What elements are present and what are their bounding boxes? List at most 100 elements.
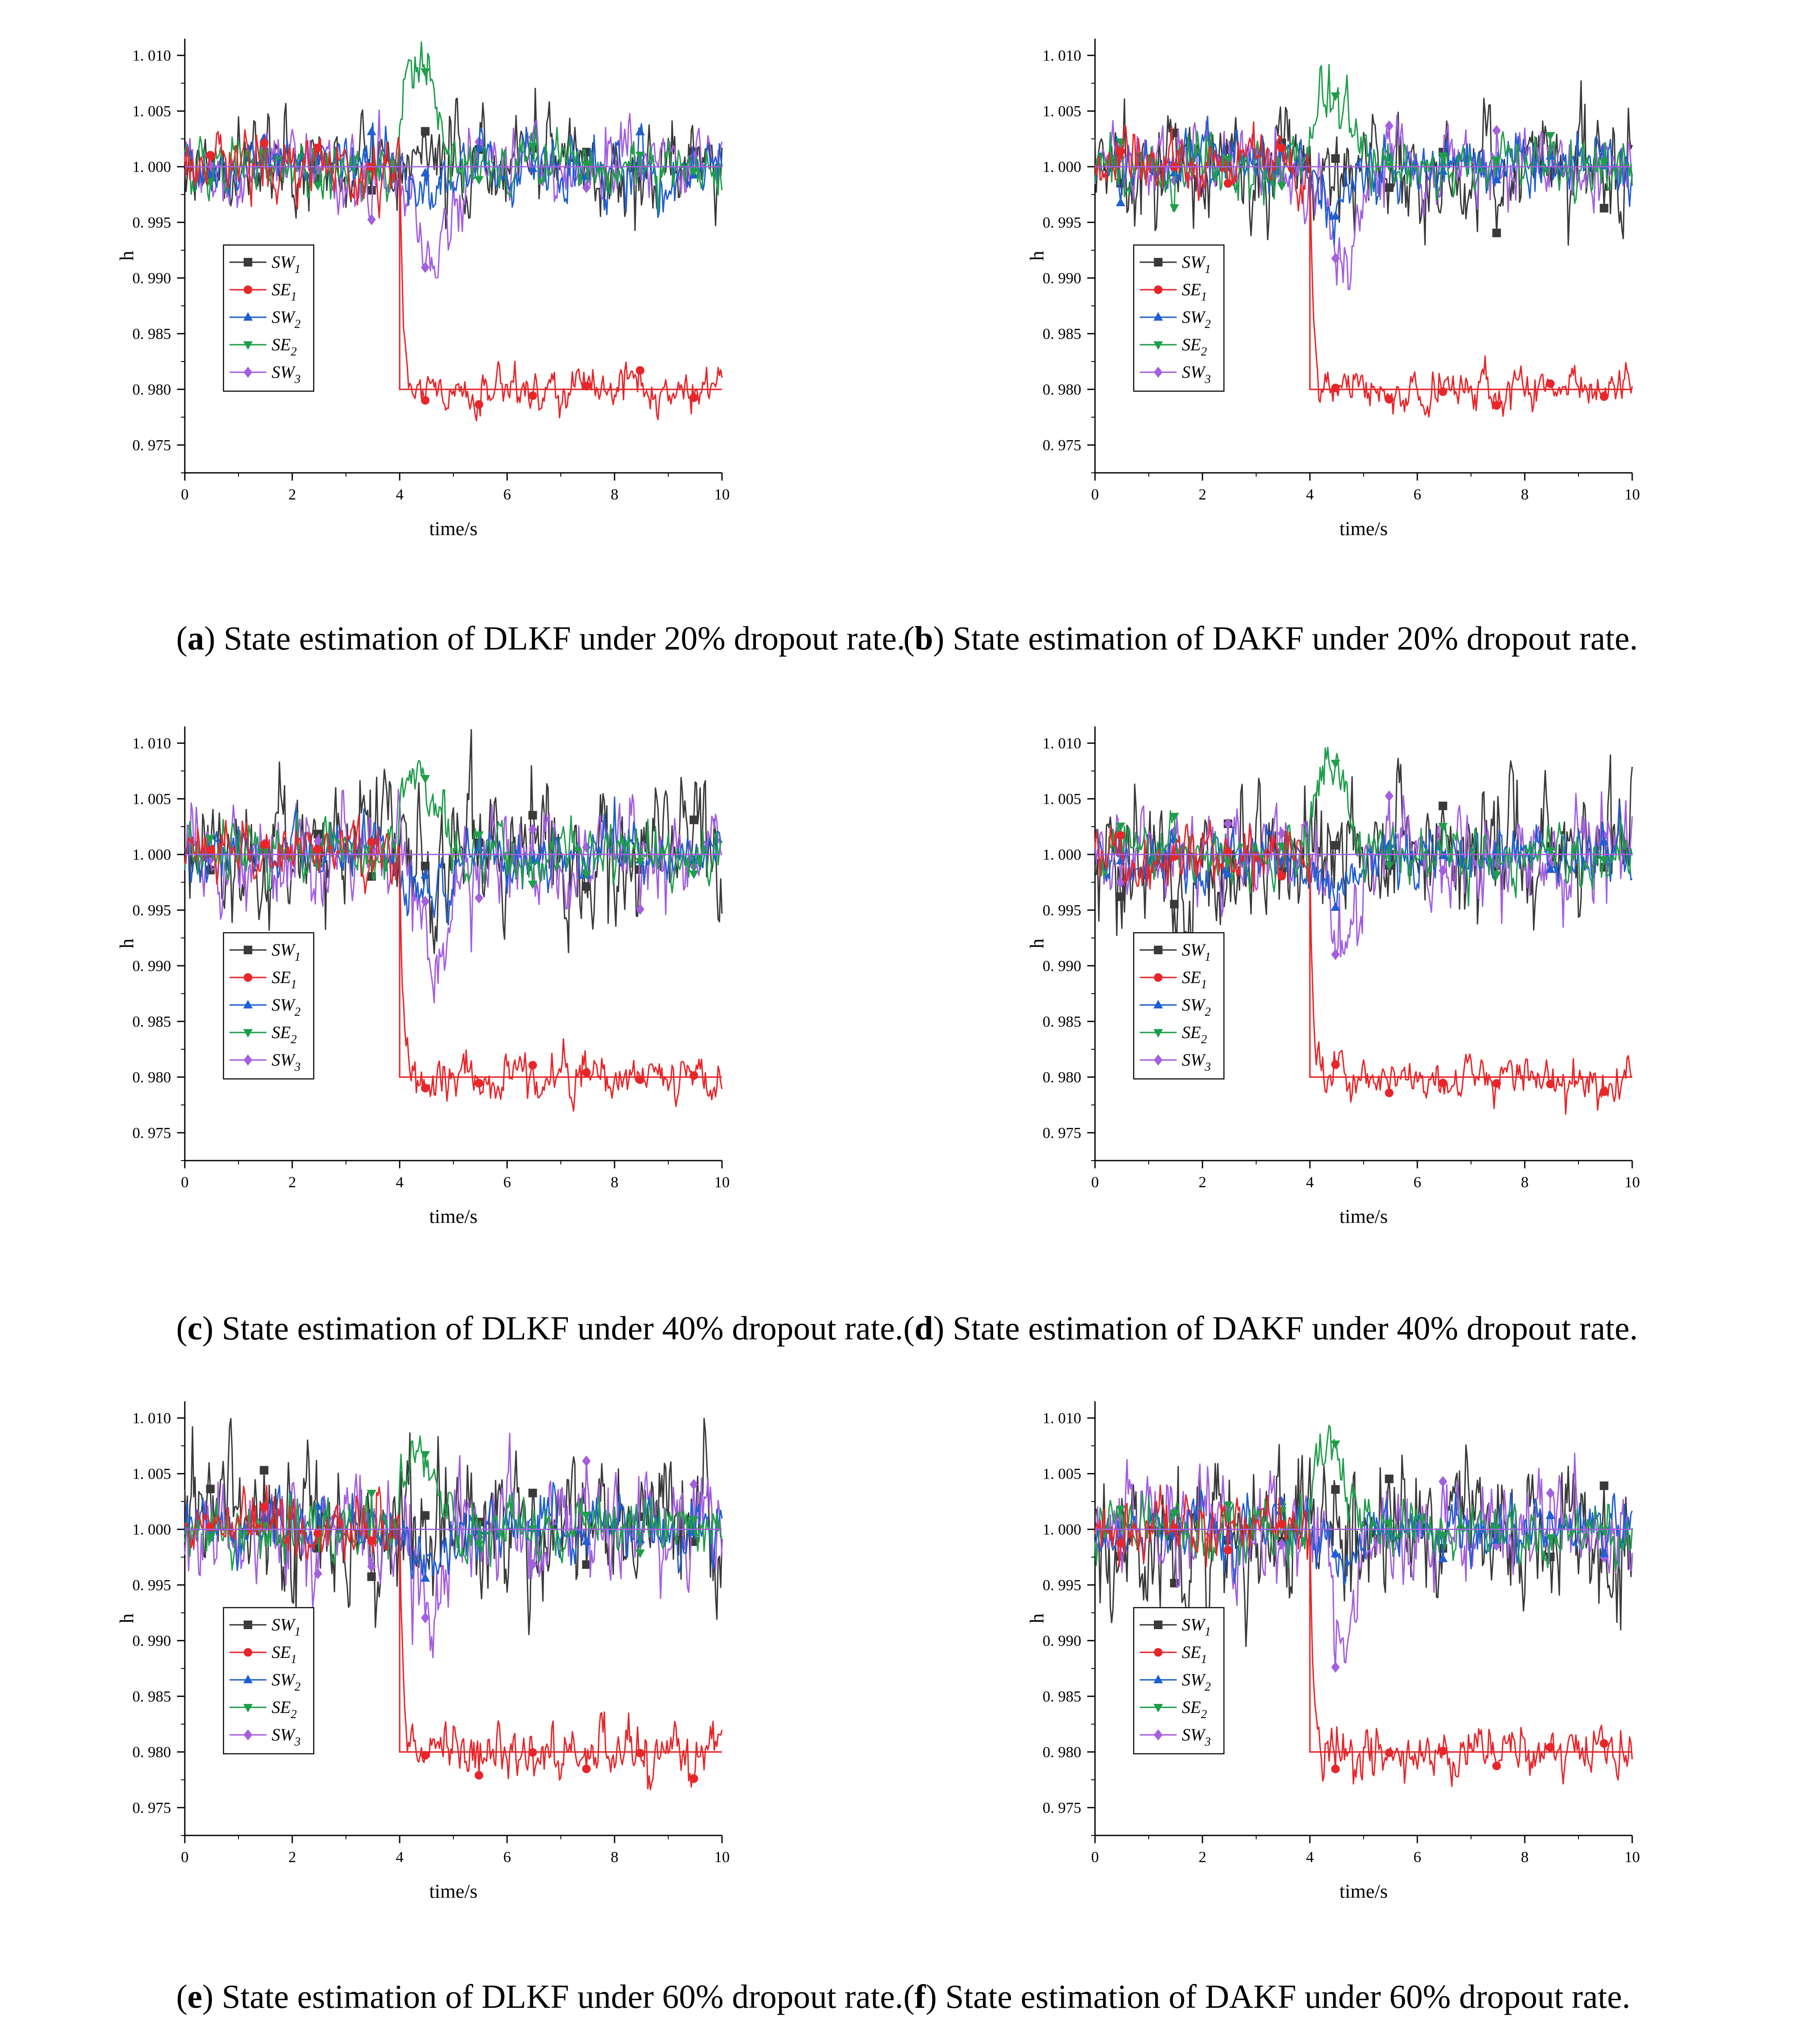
data-point	[1384, 862, 1394, 871]
y-tick-label: 1. 000	[1043, 158, 1081, 175]
legend-marker	[1154, 1054, 1162, 1066]
legend-label: SW2	[1182, 995, 1211, 1019]
y-tick-label: 0. 990	[132, 957, 171, 974]
data-point	[1438, 823, 1448, 832]
x-tick-label: 8	[1521, 1848, 1529, 1866]
x-tick-label: 10	[1624, 1848, 1640, 1866]
chart-panel-d: 0. 975 0. 980 0. 985 0. 990 0. 995 1. 000 1. 0…	[1026, 726, 1640, 1227]
x-axis-label: time/s	[429, 1205, 477, 1227]
caption-text: State estimation of DAKF under 60% dropo…	[945, 1978, 1630, 2015]
data-point	[206, 846, 215, 855]
caption-letter: f	[914, 1978, 926, 2015]
data-point	[1385, 1474, 1394, 1483]
data-point	[474, 831, 484, 840]
data-point	[1224, 1546, 1233, 1555]
caption-text: State estimation of DLKF under 40% dropo…	[222, 1309, 903, 1347]
x-tick-label: 10	[714, 486, 730, 503]
data-point	[528, 142, 538, 151]
x-tick-label: 0	[1091, 1173, 1099, 1191]
data-point	[689, 1071, 698, 1080]
legend: SW1 SE1 SW2 SE2 SW3	[223, 1607, 315, 1755]
data-point	[260, 1502, 269, 1511]
data-point	[582, 1455, 591, 1467]
data-point	[1223, 1501, 1233, 1510]
data-point	[1331, 383, 1340, 392]
legend-label: SW3	[272, 1050, 300, 1074]
data-point	[1331, 1661, 1340, 1673]
data-point	[421, 1751, 430, 1760]
data-point	[260, 840, 269, 849]
data-point	[1599, 856, 1609, 865]
reference-line-se1-step	[399, 854, 722, 1078]
x-tick-label: 4	[1306, 486, 1314, 503]
x-tick-label: 0	[181, 1848, 189, 1866]
data-point	[367, 1489, 376, 1498]
data-point	[367, 837, 376, 846]
y-axis-label: h	[1026, 1614, 1048, 1624]
series-line-sw3	[1094, 115, 1633, 291]
x-tick-label: 8	[611, 486, 618, 503]
legend-marker	[244, 1648, 252, 1657]
data-point	[1385, 120, 1394, 132]
data-point	[528, 811, 537, 820]
legend-marker	[1153, 341, 1163, 350]
series-line-se2	[1094, 64, 1633, 212]
legend-marker	[244, 258, 252, 267]
series-markers-se2	[1116, 92, 1609, 213]
series-line-se1	[1094, 820, 1633, 1115]
data-point	[1277, 1520, 1286, 1529]
data-point	[1492, 1079, 1501, 1088]
legend-label: SE1	[272, 1642, 297, 1666]
data-point	[1385, 1748, 1394, 1757]
data-point	[367, 1572, 376, 1581]
data-point	[528, 1489, 537, 1498]
data-point	[581, 171, 591, 180]
y-tick-label: 1. 005	[1043, 1465, 1081, 1482]
legend-marker	[244, 1054, 252, 1066]
y-tick-label: 0. 980	[1043, 1743, 1081, 1761]
data-point	[206, 1484, 215, 1493]
legend-label: SW1	[1182, 940, 1211, 964]
data-point	[1492, 228, 1501, 237]
x-tick-label: 2	[1199, 1173, 1206, 1191]
series-markers-se1	[206, 837, 698, 1093]
data-point	[1438, 1553, 1448, 1562]
caption-text: State estimation of DLKF under 20% dropo…	[223, 619, 905, 657]
y-tick-label: 0. 995	[1043, 214, 1081, 231]
data-point	[1169, 168, 1179, 177]
legend-label: SW3	[1182, 1050, 1211, 1074]
legend-label: SW1	[1182, 1615, 1211, 1639]
legend-label: SE1	[1182, 968, 1207, 991]
data-point	[528, 880, 538, 889]
series-line-sw2	[184, 122, 723, 218]
y-tick-label: 0. 975	[132, 1124, 171, 1141]
data-point	[1492, 175, 1502, 184]
x-tick-label: 6	[1413, 1848, 1421, 1866]
x-tick-label: 8	[1521, 1173, 1529, 1191]
data-point	[1385, 395, 1394, 404]
x-tick-label: 4	[396, 486, 404, 503]
data-point	[1385, 183, 1394, 192]
data-point	[1545, 1534, 1555, 1543]
x-tick-label: 10	[714, 1173, 730, 1191]
legend: SW1 SE1 SW2 SE2 SW3	[1133, 1607, 1225, 1755]
data-point	[1600, 1481, 1609, 1490]
data-point	[1492, 1526, 1502, 1535]
legend-marker	[243, 1704, 253, 1713]
series-line-sw2	[184, 1482, 723, 1579]
data-point	[260, 1466, 269, 1475]
series-markers-se2	[205, 68, 699, 191]
x-tick-label: 8	[611, 1173, 618, 1191]
legend-label: SE2	[272, 335, 297, 358]
legend-label: SW3	[1182, 1725, 1211, 1749]
data-point	[1546, 1552, 1555, 1561]
legend-marker	[243, 312, 253, 321]
data-point	[581, 871, 591, 880]
data-point	[689, 167, 699, 176]
data-point	[528, 391, 537, 400]
data-point	[474, 143, 484, 152]
data-point	[1331, 760, 1340, 769]
legend-marker	[243, 1675, 253, 1683]
data-point	[1331, 1548, 1340, 1557]
